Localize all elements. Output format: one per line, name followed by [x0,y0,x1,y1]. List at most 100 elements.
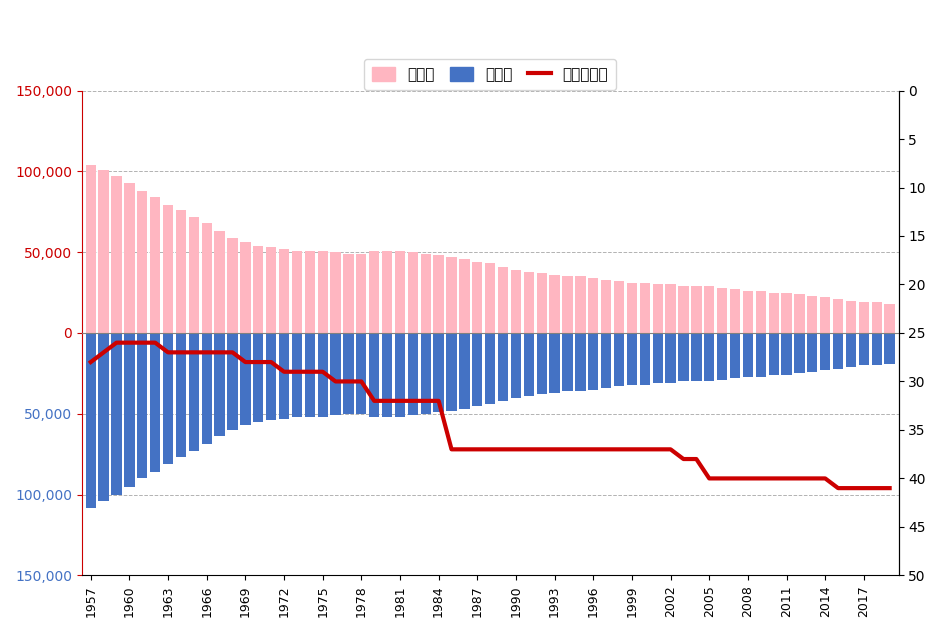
Bar [215,231,225,333]
Bar [756,291,766,333]
Bar [769,333,779,375]
Bar [820,333,830,370]
Bar [807,296,818,333]
Bar [563,333,573,391]
Bar [871,333,882,365]
Bar [395,333,406,417]
Bar [407,333,418,415]
Bar [111,333,121,495]
Bar [459,333,470,409]
Bar [124,183,135,333]
Bar [305,333,315,417]
Bar [575,333,585,391]
Bar [846,333,856,367]
Bar [807,333,818,372]
Bar [652,284,662,333]
Bar [536,273,547,333]
Bar [240,333,250,425]
Bar [176,210,186,333]
Bar [357,333,366,414]
Bar [833,333,843,368]
Bar [99,333,109,501]
Bar [317,333,327,417]
Bar [472,333,483,406]
Bar [859,302,869,333]
Bar [640,283,650,333]
Bar [421,333,431,414]
Bar [421,254,431,333]
Bar [86,165,96,333]
Bar [292,250,302,333]
Bar [756,333,766,377]
Bar [266,333,277,420]
Bar [704,333,714,382]
Bar [446,333,456,411]
Bar [885,333,895,363]
Bar [601,279,612,333]
Bar [369,250,379,333]
Bar [742,291,753,333]
Bar [730,333,741,378]
Bar [524,272,534,333]
Bar [137,333,148,478]
Bar [253,333,263,422]
Bar [382,333,392,417]
Bar [588,278,598,333]
Bar [189,333,199,451]
Bar [794,294,805,333]
Bar [343,333,354,414]
Bar [266,247,277,333]
Bar [627,333,637,385]
Bar [692,286,701,333]
Bar [189,217,199,333]
Bar [781,333,791,375]
Bar [563,276,573,333]
Bar [124,333,135,487]
Bar [833,299,843,333]
Bar [485,333,495,404]
Bar [692,333,701,382]
Bar [498,333,508,401]
Bar [472,262,483,333]
Bar [665,284,676,333]
Bar [678,286,689,333]
Bar [871,302,882,333]
Bar [550,275,560,333]
Bar [588,333,598,389]
Bar [446,257,456,333]
Bar [86,333,96,507]
Bar [652,333,662,383]
Bar [575,276,585,333]
Bar [678,333,689,382]
Bar [614,333,624,386]
Bar [201,333,212,444]
Bar [730,289,741,333]
Bar [111,176,121,333]
Bar [292,333,302,417]
Bar [163,333,173,464]
Bar [536,333,547,394]
Bar [601,333,612,388]
Bar [137,191,148,333]
Bar [317,250,327,333]
Bar [665,333,676,383]
Bar [382,250,392,333]
Bar [228,238,238,333]
Bar [820,298,830,333]
Bar [524,333,534,396]
Bar [742,333,753,377]
Bar [846,301,856,333]
Bar [485,264,495,333]
Bar [305,250,315,333]
Bar [769,293,779,333]
Bar [240,243,250,333]
Bar [279,249,289,333]
Bar [228,333,238,430]
Bar [627,283,637,333]
Bar [794,333,805,374]
Bar [717,333,727,380]
Bar [640,333,650,385]
Bar [176,333,186,458]
Bar [163,205,173,333]
Bar [150,197,160,333]
